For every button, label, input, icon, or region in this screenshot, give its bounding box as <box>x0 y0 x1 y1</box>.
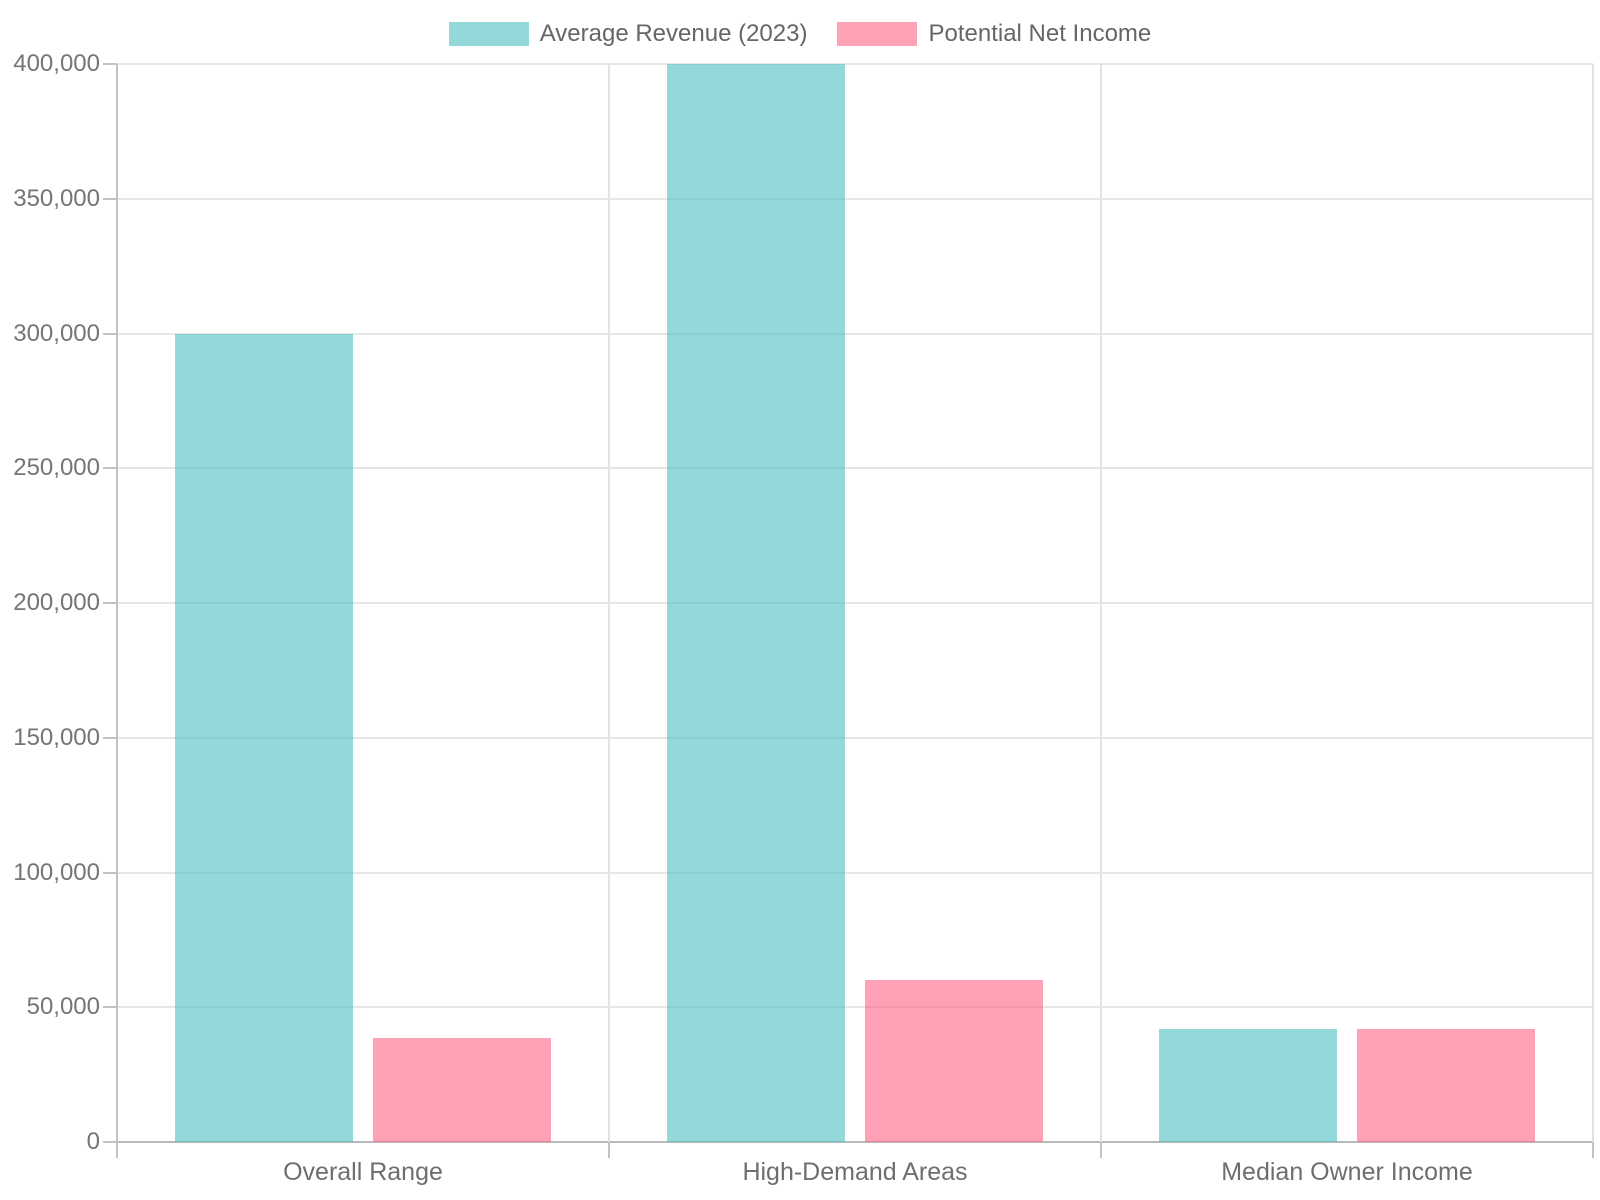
x-axis-tick-3 <box>1592 1142 1594 1158</box>
legend-label-average-revenue: Average Revenue (2023) <box>539 20 808 47</box>
x-axis-category-label-median-owner-income: Median Owner Income <box>1221 1158 1473 1186</box>
x-axis-category-label-overall-range: Overall Range <box>283 1158 443 1186</box>
x-axis-category-label-high-demand-areas: High-Demand Areas <box>742 1158 968 1186</box>
y-axis-tick-label-0: 0 <box>86 1128 100 1155</box>
gridline-y-200000 <box>117 602 1593 604</box>
gridline-y-0 <box>117 1141 1593 1143</box>
gridline-y-350000 <box>117 197 1593 200</box>
legend-item-potential-net-income[interactable]: Potential Net Income <box>837 20 1151 48</box>
gridline-x-2 <box>1100 64 1102 1142</box>
legend-swatch-average-revenue-icon <box>448 22 529 46</box>
y-axis-tick-400000 <box>103 63 117 65</box>
y-axis-tick-100000 <box>103 871 117 874</box>
gridline-x-3 <box>1592 64 1594 1142</box>
y-axis-tick-300000 <box>103 332 117 335</box>
y-axis-tick-label-250000: 250,000 <box>13 454 100 482</box>
legend-item-average-revenue[interactable]: Average Revenue (2023) <box>448 20 808 48</box>
y-axis-tick-label-300000: 300,000 <box>13 319 100 347</box>
legend-swatch-potential-net-income-icon <box>837 22 918 46</box>
bar-potential-net-income-overall-range[interactable] <box>373 1038 551 1142</box>
bar-potential-net-income-high-demand-areas[interactable] <box>865 980 1043 1142</box>
bar-average-revenue-2023-overall-range[interactable] <box>175 333 353 1142</box>
y-axis-tick-0 <box>103 1141 117 1143</box>
y-axis-tick-label-400000: 400,000 <box>13 50 100 77</box>
y-axis-tick-label-100000: 100,000 <box>13 858 100 886</box>
x-axis-tick-2 <box>1100 1142 1102 1158</box>
x-axis-tick-1 <box>608 1142 610 1158</box>
y-axis-tick-50000 <box>103 1006 117 1009</box>
gridline-y-100000 <box>117 871 1593 874</box>
bar-potential-net-income-median-owner-income[interactable] <box>1357 1028 1535 1142</box>
gridline-y-300000 <box>117 332 1593 335</box>
gridline-y-250000 <box>117 467 1593 470</box>
chart-legend: Average Revenue (2023) Potential Net Inc… <box>0 12 1600 56</box>
y-axis-tick-label-150000: 150,000 <box>13 723 100 751</box>
y-axis-tick-label-350000: 350,000 <box>13 184 100 212</box>
y-axis-tick-label-50000: 50,000 <box>26 993 100 1021</box>
y-axis-tick-label-200000: 200,000 <box>13 589 100 616</box>
gridline-y-400000 <box>117 63 1593 65</box>
x-axis-tick-0 <box>116 1142 118 1158</box>
gridline-y-150000 <box>117 736 1593 739</box>
bar-average-revenue-2023-median-owner-income[interactable] <box>1159 1028 1337 1142</box>
gridline-y-50000 <box>117 1006 1593 1009</box>
y-axis-tick-200000 <box>103 602 117 604</box>
y-axis-line <box>116 64 118 1142</box>
y-axis-tick-350000 <box>103 197 117 200</box>
y-axis-tick-250000 <box>103 467 117 470</box>
bar-average-revenue-2023-high-demand-areas[interactable] <box>667 64 845 1142</box>
y-axis-tick-150000 <box>103 736 117 739</box>
gridline-x-1 <box>608 64 610 1142</box>
legend-label-potential-net-income: Potential Net Income <box>928 20 1152 47</box>
